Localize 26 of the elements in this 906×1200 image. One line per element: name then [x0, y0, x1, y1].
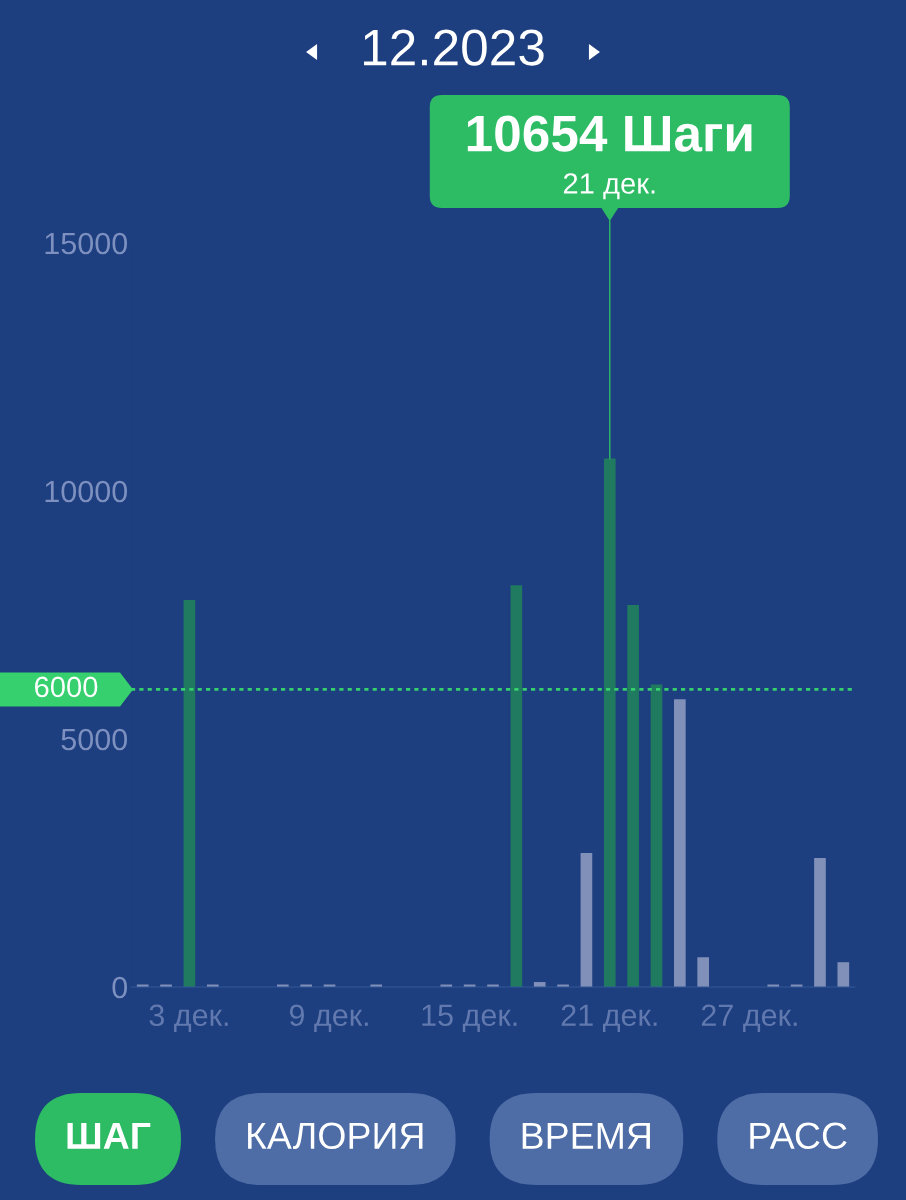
- y-tick-label: 5000: [61, 728, 128, 751]
- y-tick-label: 15000: [45, 232, 128, 255]
- x-tick-label: 9 дек.: [289, 1004, 368, 1032]
- x-tick-label: 15 дек.: [422, 1004, 517, 1032]
- bar: [650, 684, 663, 987]
- x-tick-label: 3 дек.: [149, 1004, 228, 1032]
- chart-title: 12.2023: [364, 29, 544, 66]
- text: РАСС: [750, 1122, 847, 1150]
- bar: [814, 858, 826, 987]
- y-tick-label: 10000: [45, 480, 128, 503]
- bar: [674, 699, 686, 987]
- text: ВРЕМЯ: [522, 1122, 650, 1149]
- text: КАЛОРИЯ: [248, 1122, 423, 1150]
- y-tick-label: 0: [112, 976, 128, 999]
- x-tick-label: 21 дек.: [561, 1004, 657, 1032]
- bar: [697, 957, 710, 987]
- bar: [627, 605, 639, 987]
- ref-line-label: 6000: [35, 676, 98, 698]
- bar: [580, 853, 593, 987]
- x-tick-label: 27 дек.: [701, 1004, 797, 1032]
- bar: [183, 600, 196, 987]
- bar: [510, 585, 523, 987]
- annotation: 10654 Шаги 21 дек.: [467, 115, 752, 200]
- bar: [837, 962, 850, 987]
- text: ШАГ: [67, 1122, 151, 1149]
- bar: [603, 458, 616, 987]
